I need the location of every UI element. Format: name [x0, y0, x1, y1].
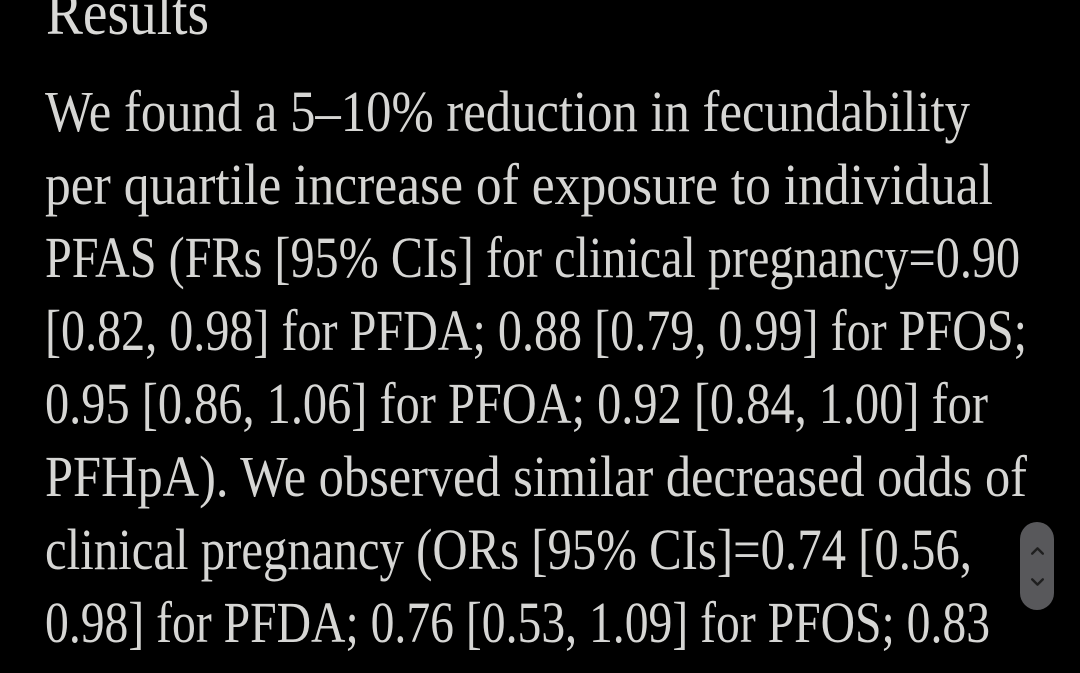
chevron-up-icon	[1030, 546, 1045, 556]
paragraph-line: We found a 5–10% reduction in fecundabil…	[45, 79, 971, 144]
scroll-up-button[interactable]	[1020, 542, 1054, 560]
results-paragraph: We found a 5–10% reduction in fecundabil…	[45, 75, 1080, 659]
scroll-widget	[1020, 522, 1054, 610]
paragraph-line: 0.95 [0.86, 1.06] for PFOA; 0.92 [0.84, …	[45, 371, 988, 436]
paragraph-line: 0.98] for PFDA; 0.76 [0.53, 1.09] for PF…	[45, 590, 991, 655]
chevron-down-icon	[1030, 577, 1045, 587]
section-heading: Results	[46, 0, 210, 48]
paragraph-line: PFHpA). We observed similar decreased od…	[45, 444, 1027, 509]
paragraph-line: clinical pregnancy (ORs [95% CIs]=0.74 […	[45, 517, 972, 582]
paragraph-line: [0.82, 0.98] for PFDA; 0.88 [0.79, 0.99]…	[45, 298, 1028, 363]
paragraph-line: PFAS (FRs [95% CIs] for clinical pregnan…	[45, 225, 1021, 290]
scroll-down-button[interactable]	[1020, 573, 1054, 591]
paragraph-line: per quartile increase of exposure to ind…	[45, 152, 993, 217]
